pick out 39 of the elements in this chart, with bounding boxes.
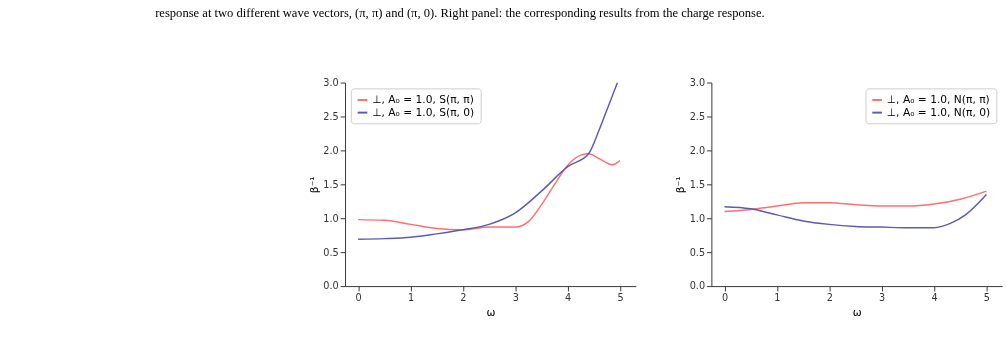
y-tick-label: 1.5 bbox=[689, 178, 706, 190]
y-axis-title: β⁻¹ bbox=[673, 176, 687, 194]
y-tick-label: 2.0 bbox=[689, 144, 706, 156]
y-tick-label: 0.0 bbox=[689, 280, 706, 292]
x-tick-label: 1 bbox=[407, 292, 415, 304]
x-tick-label: 4 bbox=[565, 292, 572, 304]
y-axis-title: β⁻¹ bbox=[307, 176, 321, 194]
x-tick-label: 1 bbox=[774, 292, 781, 304]
line-series bbox=[723, 193, 988, 229]
x-tick-label: 4 bbox=[931, 292, 938, 304]
y-tick-label: 1.5 bbox=[323, 178, 339, 190]
x-tick-label: 2 bbox=[460, 292, 467, 304]
x-tick-label: 5 bbox=[983, 292, 991, 304]
line-series bbox=[723, 190, 988, 213]
line-series bbox=[357, 153, 621, 231]
legend-label: ⊥, A₀ = 1.0, S(π, 0) bbox=[372, 105, 475, 119]
legend-label: ⊥, A₀ = 1.0, N(π, 0) bbox=[886, 105, 991, 119]
x-axis-title: ω bbox=[486, 305, 496, 319]
y-tick-label: 2.5 bbox=[689, 110, 706, 122]
x-tick-label: 5 bbox=[617, 292, 624, 304]
y-tick-label: 3.0 bbox=[323, 76, 339, 88]
x-tick-label: 3 bbox=[879, 292, 886, 304]
x-tick-label: 0 bbox=[355, 292, 362, 304]
y-tick-label: 0.0 bbox=[323, 280, 339, 292]
y-tick-label: 0.5 bbox=[323, 246, 339, 258]
y-tick-label: 2.0 bbox=[323, 144, 339, 156]
y-tick-label: 0.5 bbox=[689, 246, 706, 258]
text: response at two different wave vectors, (π, π) and (π, 0). Right panel: the corresponding results from the charge response. bbox=[155, 5, 765, 20]
y-tick-label: 3.0 bbox=[689, 76, 706, 88]
y-tick-label: 1.0 bbox=[323, 212, 339, 224]
x-tick-label: 3 bbox=[512, 292, 519, 304]
y-tick-label: 1.0 bbox=[689, 212, 706, 224]
line-series bbox=[357, 82, 619, 241]
x-axis-title: ω bbox=[852, 305, 862, 319]
legend-label: ⊥, A₀ = 1.0, S(π, π) bbox=[372, 92, 474, 106]
legend-label: ⊥, A₀ = 1.0, N(π, π) bbox=[886, 92, 990, 106]
y-tick-label: 2.5 bbox=[323, 110, 339, 122]
x-tick-label: 2 bbox=[826, 292, 833, 304]
x-tick-label: 0 bbox=[721, 292, 729, 304]
